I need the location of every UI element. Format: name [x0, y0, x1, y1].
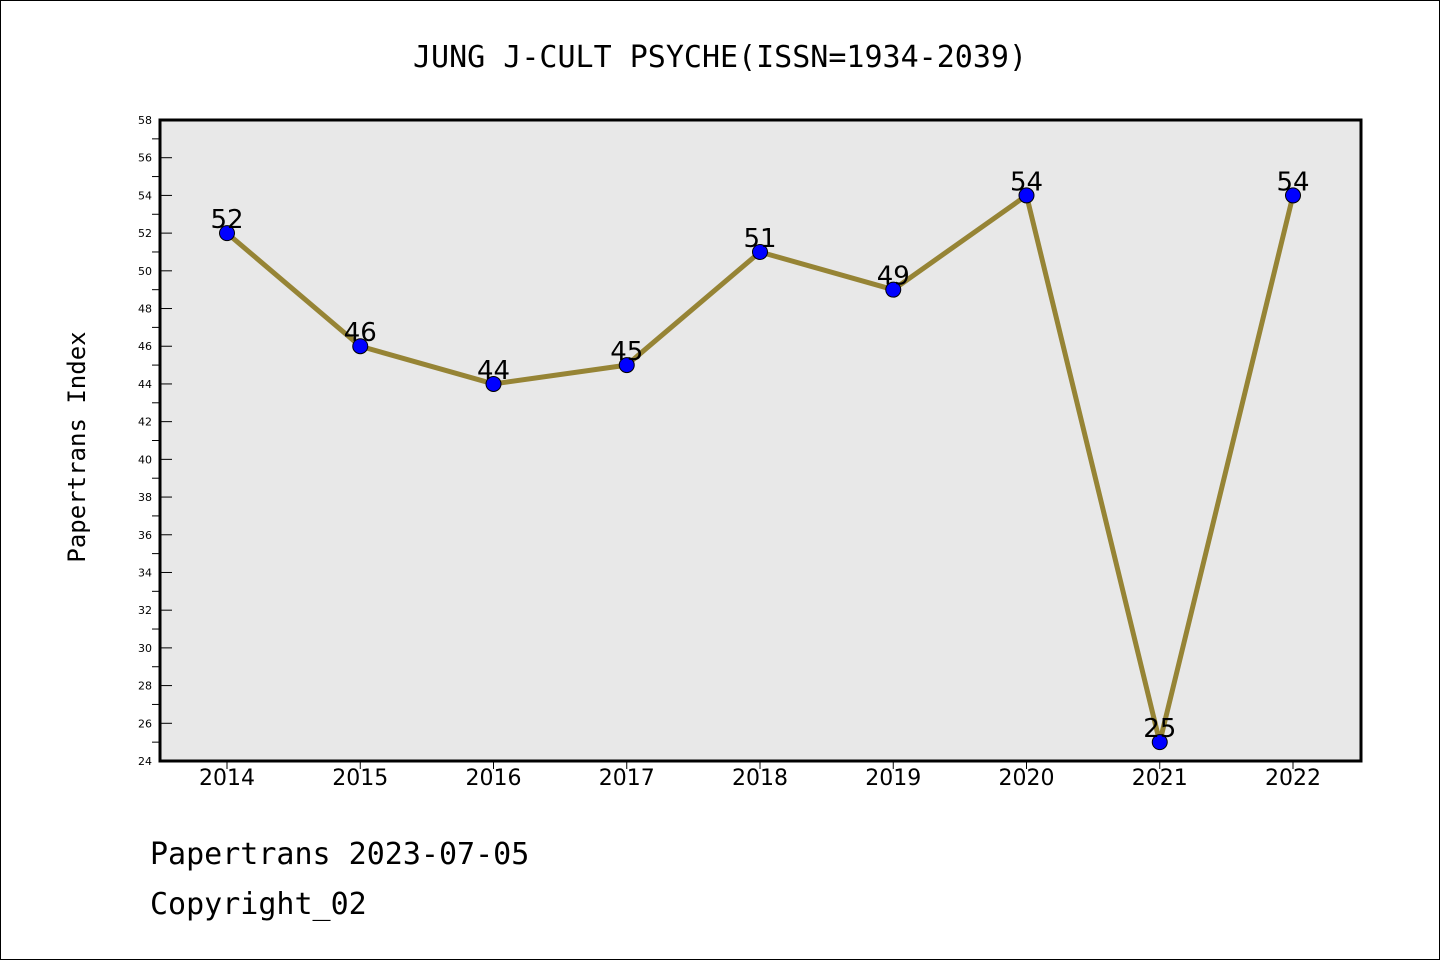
data-point — [1285, 187, 1301, 204]
y-axis-label: Papertrans Index — [63, 331, 91, 562]
x-tick-label: 2015 — [332, 766, 388, 791]
y-tick-label: 46 — [138, 340, 152, 353]
data-label: 49 — [877, 262, 910, 292]
data-labels: 52 46 44 45 51 49 54 25 54 — [210, 167, 1309, 744]
data-point — [752, 243, 768, 260]
y-tick-label: 32 — [138, 604, 152, 617]
series — [219, 187, 1301, 751]
x-tick-label: 2018 — [732, 766, 788, 791]
x-tick-label: 2014 — [199, 766, 255, 791]
footer-date-text: Papertrans 2023-07-05 — [150, 837, 529, 872]
y-tick-label: 34 — [138, 566, 152, 579]
y-tick-label: 36 — [138, 529, 152, 542]
y-tick-label: 26 — [138, 717, 152, 730]
x-tick-label: 2020 — [999, 766, 1055, 791]
y-tick-label: 44 — [138, 378, 152, 391]
y-tick-label: 50 — [138, 265, 152, 278]
data-point — [485, 375, 502, 392]
data-point — [1018, 187, 1035, 204]
x-tick-label: 2021 — [1132, 766, 1188, 791]
data-point — [1151, 734, 1168, 751]
data-label: 44 — [477, 356, 510, 386]
data-point — [352, 338, 369, 355]
data-point — [885, 281, 902, 298]
data-label: 52 — [210, 205, 243, 235]
data-label: 54 — [1276, 167, 1309, 197]
y-tick-label: 28 — [138, 680, 152, 693]
x-tick-label: 2022 — [1265, 766, 1321, 791]
data-label: 51 — [743, 224, 776, 254]
data-point — [618, 357, 635, 374]
x-axis: 2014 2015 2016 2017 2018 2019 2020 2021 2022 — [199, 761, 1321, 791]
y-tick-label: 24 — [138, 755, 152, 768]
data-point — [219, 225, 235, 242]
y-tick-label: 38 — [138, 491, 152, 504]
footer-copyright-text: Copyright_02 — [150, 887, 367, 922]
y-tick-label: 40 — [138, 453, 152, 466]
data-label: 54 — [1010, 167, 1043, 197]
y-tick-label: 48 — [138, 303, 152, 316]
y-tick-label: 54 — [138, 189, 152, 202]
x-tick-label: 2019 — [865, 766, 921, 791]
y-tick-label: 56 — [138, 152, 152, 165]
x-tick-label: 2017 — [599, 766, 655, 791]
data-label: 46 — [344, 318, 377, 348]
x-tick-label: 2016 — [466, 766, 522, 791]
y-tick-label: 58 — [138, 114, 152, 127]
data-label: 25 — [1143, 714, 1176, 744]
y-tick-label: 52 — [138, 227, 152, 240]
y-axis: 24 26 28 30 32 34 36 38 40 42 44 46 48 50 52 54 56 58 — [138, 114, 172, 768]
y-tick-label: 30 — [138, 642, 152, 655]
chart-title: JUNG J-CULT PSYCHE(ISSN=1934-2039) — [413, 40, 1027, 75]
data-label: 45 — [610, 337, 643, 367]
plot-area — [158, 118, 1363, 763]
y-tick-label: 42 — [138, 416, 152, 429]
